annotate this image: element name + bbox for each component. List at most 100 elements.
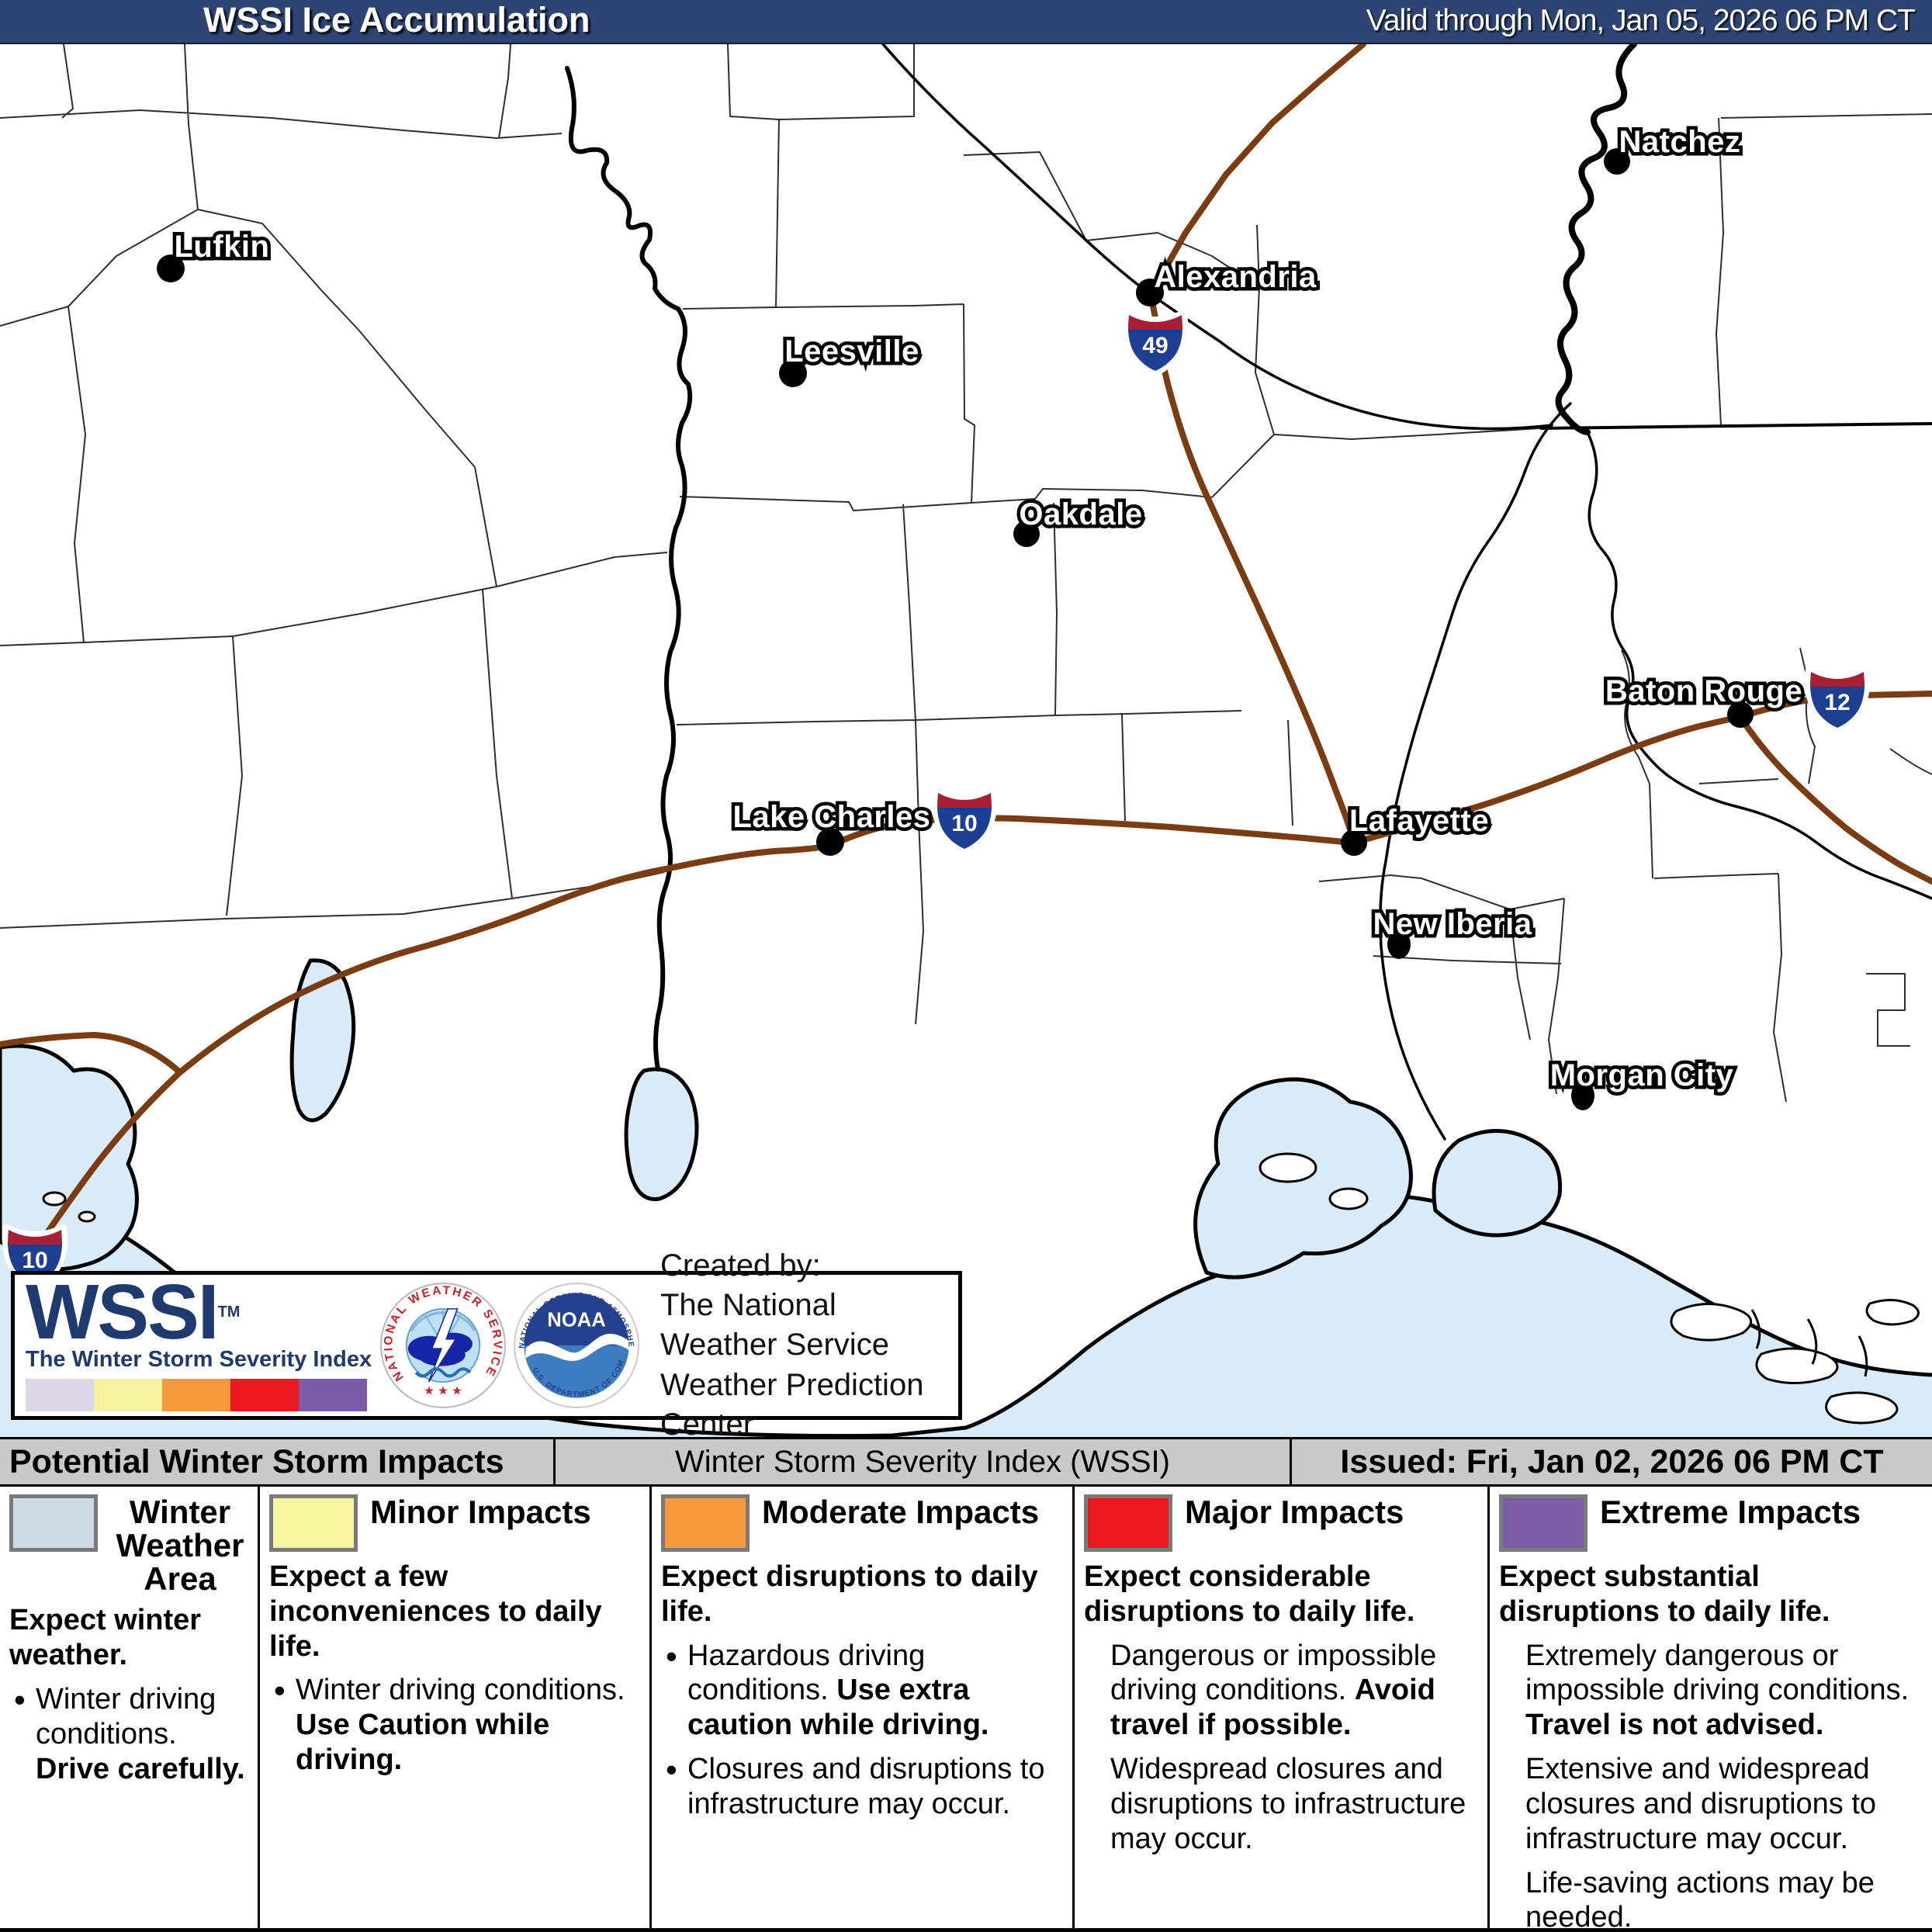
i49-south-road (1147, 289, 1357, 846)
gulf-of-mexico-water (0, 1186, 1932, 1437)
city-alexandria: Alexandria (1136, 257, 1320, 306)
svg-text:10: 10 (22, 1248, 47, 1273)
trademark-symbol: TM (217, 1304, 241, 1321)
wssi-index-label: Winter Storm Severity Index (WSSI) (675, 1444, 1170, 1479)
svg-text:Alexandria: Alexandria (1154, 260, 1317, 294)
sabine-river (565, 66, 693, 1072)
legend-column-winter-weather: Winter Weather Area Expect winter weathe… (0, 1487, 260, 1928)
bays-and-lakes (0, 958, 1563, 1279)
legend-column-major: Major Impacts Expect considerable disrup… (1075, 1487, 1490, 1928)
i12-shield-icon: 12 (1808, 670, 1867, 730)
i10-road (32, 815, 1357, 1254)
wssi-tagline: The Winter Storm Severity Index (26, 1347, 372, 1372)
i10-west-stub-road (0, 1032, 183, 1075)
legend-bullet: Winter driving conditions. Drive careful… (9, 1681, 250, 1786)
legend-title: Minor Impacts (370, 1494, 591, 1530)
legend-bullet: Winter driving conditions. Use Caution w… (269, 1671, 642, 1777)
extreme-impacts-swatch (1499, 1494, 1587, 1552)
legend-bullet: Extremely dangerous or impossible drivin… (1525, 1639, 1909, 1742)
nws-stars: ★ ★ ★ (424, 1385, 462, 1398)
svg-text:Lufkin: Lufkin (175, 230, 270, 264)
wssi-wordmark: WSSITM (26, 1269, 241, 1356)
svg-text:49: 49 (1142, 333, 1168, 358)
city-leesville: Leesville (779, 331, 923, 387)
created-by-org1: The National Weather Service (660, 1288, 889, 1362)
county-boundaries (0, 44, 1932, 1103)
svg-text:Leesville: Leesville (784, 334, 919, 369)
city-new-iberia: New Iberia (1369, 904, 1536, 959)
legend-title: Extreme Impacts (1600, 1494, 1861, 1530)
winter-weather-swatch (9, 1494, 98, 1552)
legend-bullet: Widespread closures and disruptions to i… (1110, 1753, 1466, 1855)
legend-lead: Expect substantial disruptions to daily … (1499, 1560, 1830, 1628)
i10-shield-icon: 10 (935, 791, 994, 851)
noaa-wordmark: NOAA (547, 1309, 605, 1331)
legend-lead: Expect a few inconveniences to daily lif… (269, 1560, 602, 1663)
svg-text:Oakdale: Oakdale (1019, 497, 1142, 531)
i10-west-shield-icon: 10 (5, 1227, 64, 1288)
agency-logos: NATIONAL WEATHER SERVICE ★ ★ ★ NOAA NATI… (379, 1282, 640, 1409)
svg-text:Lafayette: Lafayette (1349, 804, 1489, 838)
legend-bullet: Hazardous driving conditions. Use extra … (661, 1637, 1065, 1743)
strip-swatch-extreme (299, 1379, 367, 1411)
svg-text:12: 12 (1824, 690, 1850, 715)
delta-marsh-islands (1670, 1299, 1920, 1425)
impacts-title-bar: Potential Winter Storm Impacts Winter St… (0, 1437, 1932, 1487)
svg-text:Lake Charles: Lake Charles (732, 800, 930, 834)
nws-logo-icon: NATIONAL WEATHER SERVICE ★ ★ ★ (380, 1283, 506, 1408)
created-by-label: Created by: (660, 1248, 821, 1283)
city-morgan-city: Morgan City (1546, 1055, 1737, 1110)
legend-bullet: Extensive and widespread closures and di… (1525, 1753, 1877, 1855)
strip-swatch-major (230, 1379, 299, 1411)
svg-text:Morgan City: Morgan City (1550, 1058, 1734, 1092)
state-boundary-line (1539, 422, 1932, 430)
city-natchez: Natchez (1604, 122, 1743, 175)
i10-east-road (1351, 714, 1932, 885)
strip-swatch-minor (94, 1379, 162, 1411)
red-river (881, 44, 1553, 431)
city-oakdale: Oakdale (1013, 494, 1146, 547)
weather-map: 49 10 12 10 Lufkin Natchez Alexandria (0, 44, 1932, 1437)
svg-text:10: 10 (951, 811, 977, 836)
legend-bullet: Closures and disruptions to infrastructu… (661, 1750, 1065, 1822)
impacts-legend: Winter Weather Area Expect winter weathe… (0, 1487, 1932, 1932)
created-by-text: Created by: The National Weather Service… (660, 1246, 947, 1445)
atchafalaya-river (1379, 402, 1572, 1141)
page-title: WSSI Ice Accumulation (203, 0, 590, 40)
city-lufkin: Lufkin (157, 227, 272, 282)
header-bar: WSSI Ice Accumulation Valid through Mon,… (0, 0, 1932, 44)
svg-text:Natchez: Natchez (1619, 125, 1741, 159)
legend-lead: Expect disruptions to daily life. (661, 1560, 1038, 1628)
city-markers: Lufkin Natchez Alexandria Leesville Oakd… (157, 122, 1806, 1110)
i49-north-road (1147, 44, 1366, 296)
potential-impacts-title: Potential Winter Storm Impacts (0, 1439, 556, 1484)
strip-swatch-moderate (162, 1379, 230, 1411)
major-impacts-swatch (1084, 1494, 1172, 1552)
created-by-org2: Weather Prediction Center (660, 1367, 924, 1442)
mississippi-river-lower (1586, 431, 1932, 900)
legend-column-extreme: Extreme Impacts Expect substantial disru… (1490, 1487, 1932, 1932)
legend-title: Winter Weather Area (116, 1494, 244, 1597)
legend-title: Moderate Impacts (762, 1494, 1040, 1530)
severity-color-strip (26, 1379, 372, 1411)
legend-title: Major Impacts (1185, 1494, 1404, 1530)
legend-lead: Expect winter weather. (9, 1604, 202, 1672)
wssi-wordmark-block: WSSITM The Winter Storm Severity Index (26, 1269, 372, 1411)
legend-column-minor: Minor Impacts Expect a few inconvenience… (260, 1487, 652, 1928)
minor-impacts-swatch (269, 1494, 358, 1552)
legend-lead: Expect considerable disruptions to daily… (1084, 1560, 1415, 1628)
i49-shield-icon: 49 (1126, 313, 1185, 373)
svg-text:New Iberia: New Iberia (1373, 907, 1532, 941)
city-lafayette: Lafayette (1341, 801, 1492, 856)
strip-swatch-winter (26, 1379, 94, 1411)
wssi-logo-box: WSSITM The Winter Storm Severity Index (11, 1248, 962, 1442)
svg-text:Baton Rouge: Baton Rouge (1605, 674, 1802, 708)
legend-bullet: Life-saving actions may be needed. (1525, 1866, 1875, 1932)
city-lake-charles: Lake Charles (729, 797, 934, 856)
city-baton-rouge: Baton Rouge (1601, 671, 1806, 728)
issued-timestamp: Issued: Fri, Jan 02, 2026 06 PM CT (1290, 1439, 1932, 1484)
legend-bullet: Dangerous or impossible driving conditio… (1110, 1639, 1437, 1742)
legend-column-moderate: Moderate Impacts Expect disruptions to d… (652, 1487, 1075, 1928)
mississippi-river (1555, 44, 1637, 435)
